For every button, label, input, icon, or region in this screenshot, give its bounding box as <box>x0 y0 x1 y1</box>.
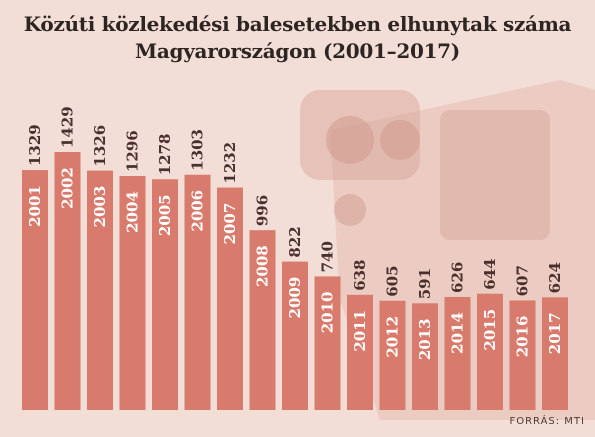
bar <box>119 176 146 410</box>
category-label: 2015 <box>481 309 499 351</box>
bar <box>87 170 113 410</box>
category-label: 2012 <box>384 316 402 358</box>
bar <box>184 174 211 410</box>
bar-group: 2004 1296 <box>119 130 146 410</box>
data-label: 1326 <box>91 125 109 167</box>
bar <box>412 303 438 410</box>
data-label: 1329 <box>26 124 44 166</box>
category-label: 2016 <box>514 316 532 358</box>
bar-group: 2014 626 <box>444 262 471 410</box>
data-label: 605 <box>384 265 402 296</box>
bar <box>314 276 341 410</box>
bar-group: 2007 1232 <box>217 142 243 410</box>
bar-group: 2015 644 <box>477 258 503 410</box>
bar-group: 2008 996 <box>249 195 276 410</box>
data-label: 644 <box>481 258 499 289</box>
category-label: 2001 <box>26 185 44 227</box>
bar-group: 2016 607 <box>509 265 536 410</box>
data-label: 591 <box>416 268 434 299</box>
bar <box>282 261 308 410</box>
bar <box>217 187 243 410</box>
source-note: FORRÁS: MTI <box>509 416 585 427</box>
bar <box>379 300 406 410</box>
data-label: 822 <box>286 226 304 257</box>
bar <box>444 296 471 410</box>
bar <box>477 293 503 410</box>
data-label: 1278 <box>156 134 174 176</box>
bar-group: 2010 740 <box>314 241 341 410</box>
bar-group: 2006 1303 <box>184 129 211 410</box>
category-label: 2006 <box>189 190 207 232</box>
bar <box>152 179 178 410</box>
data-label: 626 <box>449 262 467 293</box>
data-label: 1296 <box>124 130 142 172</box>
category-label: 2008 <box>254 245 272 287</box>
data-label: 996 <box>254 195 272 226</box>
data-label: 1429 <box>59 106 77 148</box>
bar <box>542 297 568 410</box>
bar-group: 2002 1429 <box>54 106 81 410</box>
chart-title-line2: Magyarországon (2001–2017) <box>135 39 460 63</box>
data-label: 607 <box>514 265 532 296</box>
chart-title-line1: Közúti közlekedési balesetekben elhunyta… <box>23 12 572 36</box>
bar-group: 2001 1329 <box>22 124 48 410</box>
category-label: 2005 <box>156 194 174 236</box>
category-label: 2003 <box>91 186 109 228</box>
category-label: 2017 <box>546 312 564 354</box>
bar-group: 2005 1278 <box>152 134 178 410</box>
category-label: 2004 <box>124 191 142 233</box>
category-label: 2014 <box>449 312 467 354</box>
bar <box>509 300 536 410</box>
bar-group: 2009 822 <box>282 226 308 410</box>
bar-group: 2017 624 <box>542 262 568 410</box>
category-label: 2010 <box>319 292 337 334</box>
data-label: 1303 <box>189 129 207 171</box>
bar-group: 2003 1326 <box>87 125 113 410</box>
bar-group: 2012 605 <box>379 265 406 410</box>
category-label: 2013 <box>416 318 434 360</box>
category-label: 2009 <box>286 277 304 319</box>
data-label: 740 <box>319 241 337 272</box>
bar-group: 2011 638 <box>347 259 373 410</box>
bar <box>22 170 48 410</box>
category-label: 2011 <box>351 310 369 352</box>
data-label: 1232 <box>221 142 239 184</box>
data-label: 624 <box>546 262 564 293</box>
bar <box>347 294 373 410</box>
bar-group: 2013 591 <box>412 268 438 410</box>
bar <box>249 230 276 410</box>
bar <box>54 152 81 410</box>
category-label: 2007 <box>221 203 239 245</box>
data-label: 638 <box>351 259 369 290</box>
category-label: 2002 <box>59 167 77 209</box>
